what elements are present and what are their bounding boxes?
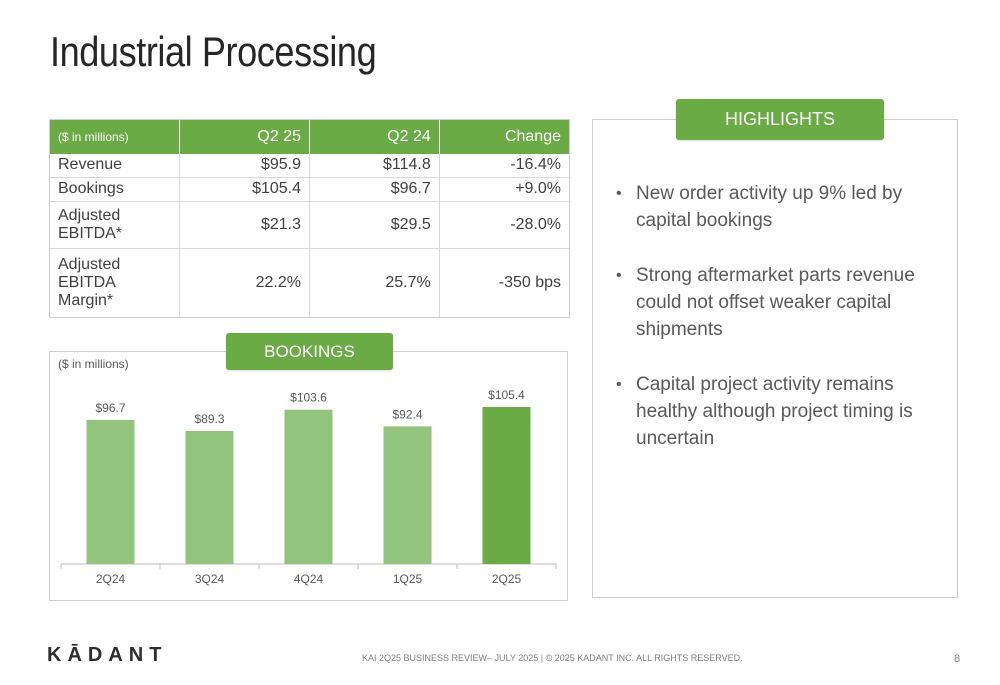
table-header-units: ($ in millions) — [50, 120, 181, 154]
highlight-item: • Capital project activity remains health… — [614, 371, 934, 452]
highlight-item: • Strong aftermarket parts revenue could … — [614, 262, 934, 343]
data-label-1q25: $92.4 — [392, 407, 422, 421]
table-cell: $96.7 — [309, 176, 440, 202]
table-header-change: Change — [439, 120, 569, 154]
highlights-tab: HIGHLIGHTS — [676, 99, 884, 140]
highlight-text: New order activity up 9% led by capital … — [636, 183, 903, 231]
table-cell: $21.3 — [179, 200, 310, 249]
highlight-text: Capital project activity remains healthy… — [636, 374, 913, 449]
category-label-2q24: 2Q24 — [96, 572, 126, 586]
footer-text: KAI 2Q25 BUSINESS REVIEW– JULY 2025 | © … — [362, 653, 743, 663]
kadant-logo: KĀDANT — [47, 644, 168, 666]
bar-1q25 — [383, 426, 432, 564]
table-row: Bookings $105.4 $96.7 +9.0% — [50, 176, 569, 202]
table-cell: $95.9 — [179, 154, 310, 178]
highlights-list: • New order activity up 9% led by capital… — [614, 180, 934, 480]
row-label: Adjusted EBITDA Margin* — [50, 247, 181, 317]
bar-2q24 — [86, 419, 135, 564]
table-header-q2-25: Q2 25 — [179, 120, 310, 154]
row-label: Adjusted EBITDA* — [50, 200, 181, 249]
bookings-bar-chart: $96.7 2Q24 $89.3 3Q24 $103.6 4Q24 $92.4 1Q25 $10… — [60, 388, 557, 586]
data-label-3q24: $89.3 — [194, 412, 224, 426]
table-cell: $29.5 — [309, 200, 440, 249]
data-label-4q24: $103.6 — [290, 391, 327, 405]
table-header-q2-24: Q2 24 — [309, 120, 440, 154]
table-cell: $105.4 — [179, 176, 310, 202]
category-label-3q24: 3Q24 — [195, 572, 225, 586]
chart-unit-label: ($ in millions) — [58, 357, 129, 371]
category-label-2q25: 2Q25 — [492, 572, 522, 586]
table-row: Revenue $95.9 $114.8 -16.4% — [50, 154, 569, 178]
table-row: Adjusted EBITDA* $21.3 $29.5 -28.0% — [50, 200, 569, 249]
table-cell: -350 bps — [439, 247, 569, 317]
bar-2q25 — [482, 407, 531, 564]
highlight-item: • New order activity up 9% led by capital… — [614, 180, 934, 234]
page-number: 8 — [954, 653, 961, 665]
table-cell: 22.2% — [179, 247, 310, 317]
table-cell: 25.7% — [309, 247, 440, 317]
data-label-2q24: $96.7 — [95, 401, 125, 415]
bookings-tab: BOOKINGS — [226, 333, 393, 370]
bullet-icon: • — [616, 376, 622, 393]
table-row: Adjusted EBITDA Margin* 22.2% 25.7% -350… — [50, 247, 569, 317]
highlight-text: Strong aftermarket parts revenue could n… — [636, 265, 915, 340]
category-label-1q25: 1Q25 — [393, 572, 423, 586]
page-title: Industrial Processing — [50, 28, 377, 75]
table-cell: +9.0% — [439, 176, 569, 202]
data-label-2q25: $105.4 — [488, 388, 525, 402]
table-cell: -16.4% — [510, 156, 561, 174]
bullet-icon: • — [616, 185, 622, 202]
row-label: Revenue — [50, 154, 181, 178]
category-label-4q24: 4Q24 — [294, 572, 324, 586]
table-header-row: ($ in millions) Q2 25 Q2 24 Change — [50, 120, 569, 154]
metrics-table: ($ in millions) Q2 25 Q2 24 Change Reven… — [49, 119, 570, 318]
row-label: Bookings — [50, 176, 181, 202]
bullet-icon: • — [616, 267, 622, 284]
table-cell: -28.0% — [439, 200, 569, 249]
table-cell: $114.8 — [309, 154, 440, 178]
bar-3q24 — [185, 430, 234, 564]
bar-4q24 — [284, 409, 333, 564]
